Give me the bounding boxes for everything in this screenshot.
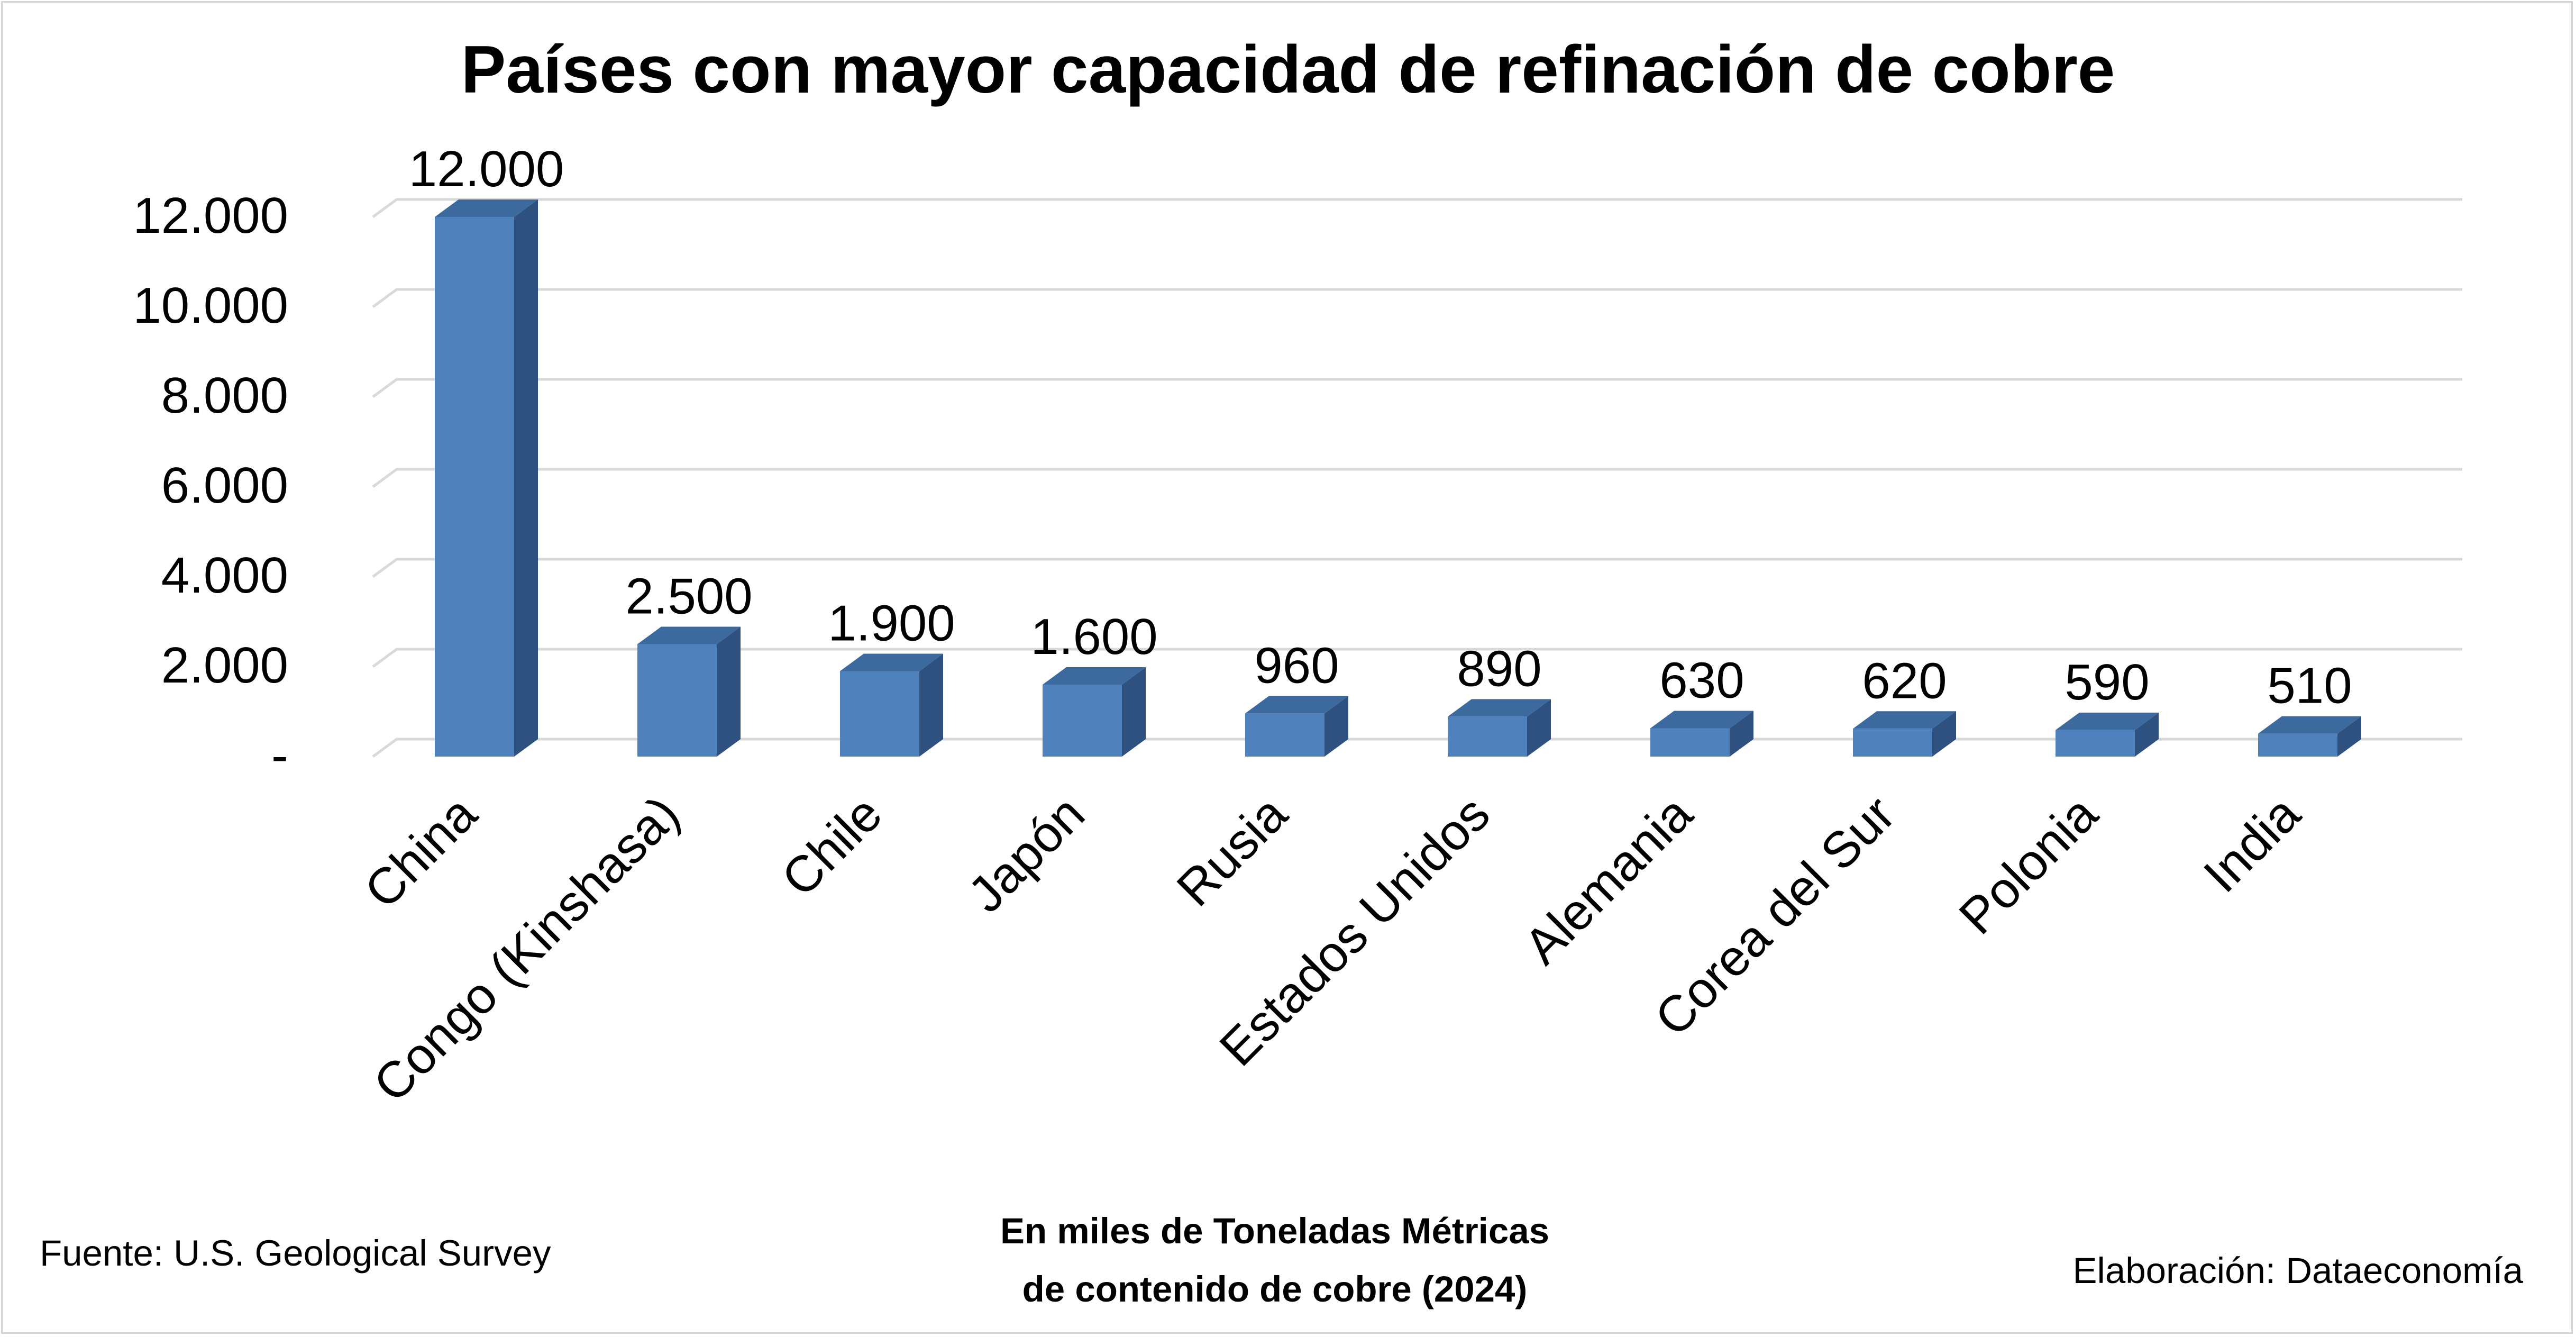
y-axis-ticks: - 2.000 4.000 6.000 8.000 10.000 12.000 [133,187,288,784]
data-label: 960 [1254,637,1339,694]
bar [1448,716,1527,757]
bar-side [2337,716,2361,757]
data-label: 590 [2065,654,2149,711]
gridline [372,378,2462,398]
bar [1853,729,1932,757]
y-tick-label: 10.000 [133,277,288,334]
y-tick-label: 12.000 [133,187,288,244]
bar-side [514,199,538,757]
data-label: 620 [1862,652,1947,709]
gridline [372,648,2462,668]
bar-side [1730,711,1753,757]
bar-top [1853,711,1956,729]
bar [637,644,717,757]
data-label: 1.900 [828,595,955,652]
bar-top [435,199,538,217]
y-tick-label: 8.000 [161,367,288,424]
data-label: 630 [1659,652,1744,708]
gridline [372,558,2462,578]
bar-side [1527,699,1551,757]
bar-side [717,626,741,757]
bar [1650,728,1730,757]
unit-note-line1: En miles de Toneladas Métricas [1000,1211,1549,1251]
bar-top [2056,712,2159,730]
x-tick-label: Chile [771,785,892,907]
gridline [372,198,2462,219]
gridline [372,288,2462,308]
bar-top [2258,716,2361,734]
bar [435,217,514,757]
y-tick-label: 2.000 [161,637,288,694]
bar-side [2135,712,2159,757]
data-label: 12.000 [409,141,564,197]
bar-top [1043,667,1146,685]
gridline [372,738,2462,758]
x-tick-label: Alemania [1513,785,1703,975]
bar-side [1932,711,1956,757]
bars [435,199,2361,757]
data-label: 1.600 [1030,608,1157,665]
bar-top [1245,696,1348,714]
bar [2258,733,2337,757]
x-tick-label: Japón [957,785,1095,923]
chart-title: Países con mayor capacidad de refinación… [461,32,2115,107]
gridlines [372,198,2462,758]
source-note: Fuente: U.S. Geological Survey [40,1233,551,1274]
bar [840,671,919,757]
bar [1245,713,1324,757]
data-labels: 12.000 2.500 1.900 1.600 960 890 630 620 590 510 [409,141,2352,714]
x-tick-label: India [2193,785,2311,903]
bar-top [637,626,741,644]
bar [2056,730,2135,757]
y-tick-label: - [271,727,288,784]
data-label: 890 [1457,640,1541,697]
x-tick-label: China [354,785,488,919]
bar-top [1448,699,1551,717]
x-tick-label: Polonia [1949,785,2109,945]
x-tick-label: Rusia [1166,785,1299,917]
bar-side [1324,696,1348,757]
bar-top [1650,711,1753,729]
data-label: 510 [2267,658,2352,714]
bar-side [1122,667,1146,757]
bar [1043,685,1122,757]
y-tick-label: 4.000 [161,547,288,604]
data-label: 2.500 [625,568,752,625]
unit-note-line2: de contenido de cobre (2024) [1022,1269,1528,1309]
credit-note: Elaboración: Dataeconomía [2072,1250,2523,1291]
y-tick-label: 6.000 [161,457,288,514]
bar-top [840,653,943,671]
bar-side [919,653,943,757]
gridline [372,468,2462,488]
